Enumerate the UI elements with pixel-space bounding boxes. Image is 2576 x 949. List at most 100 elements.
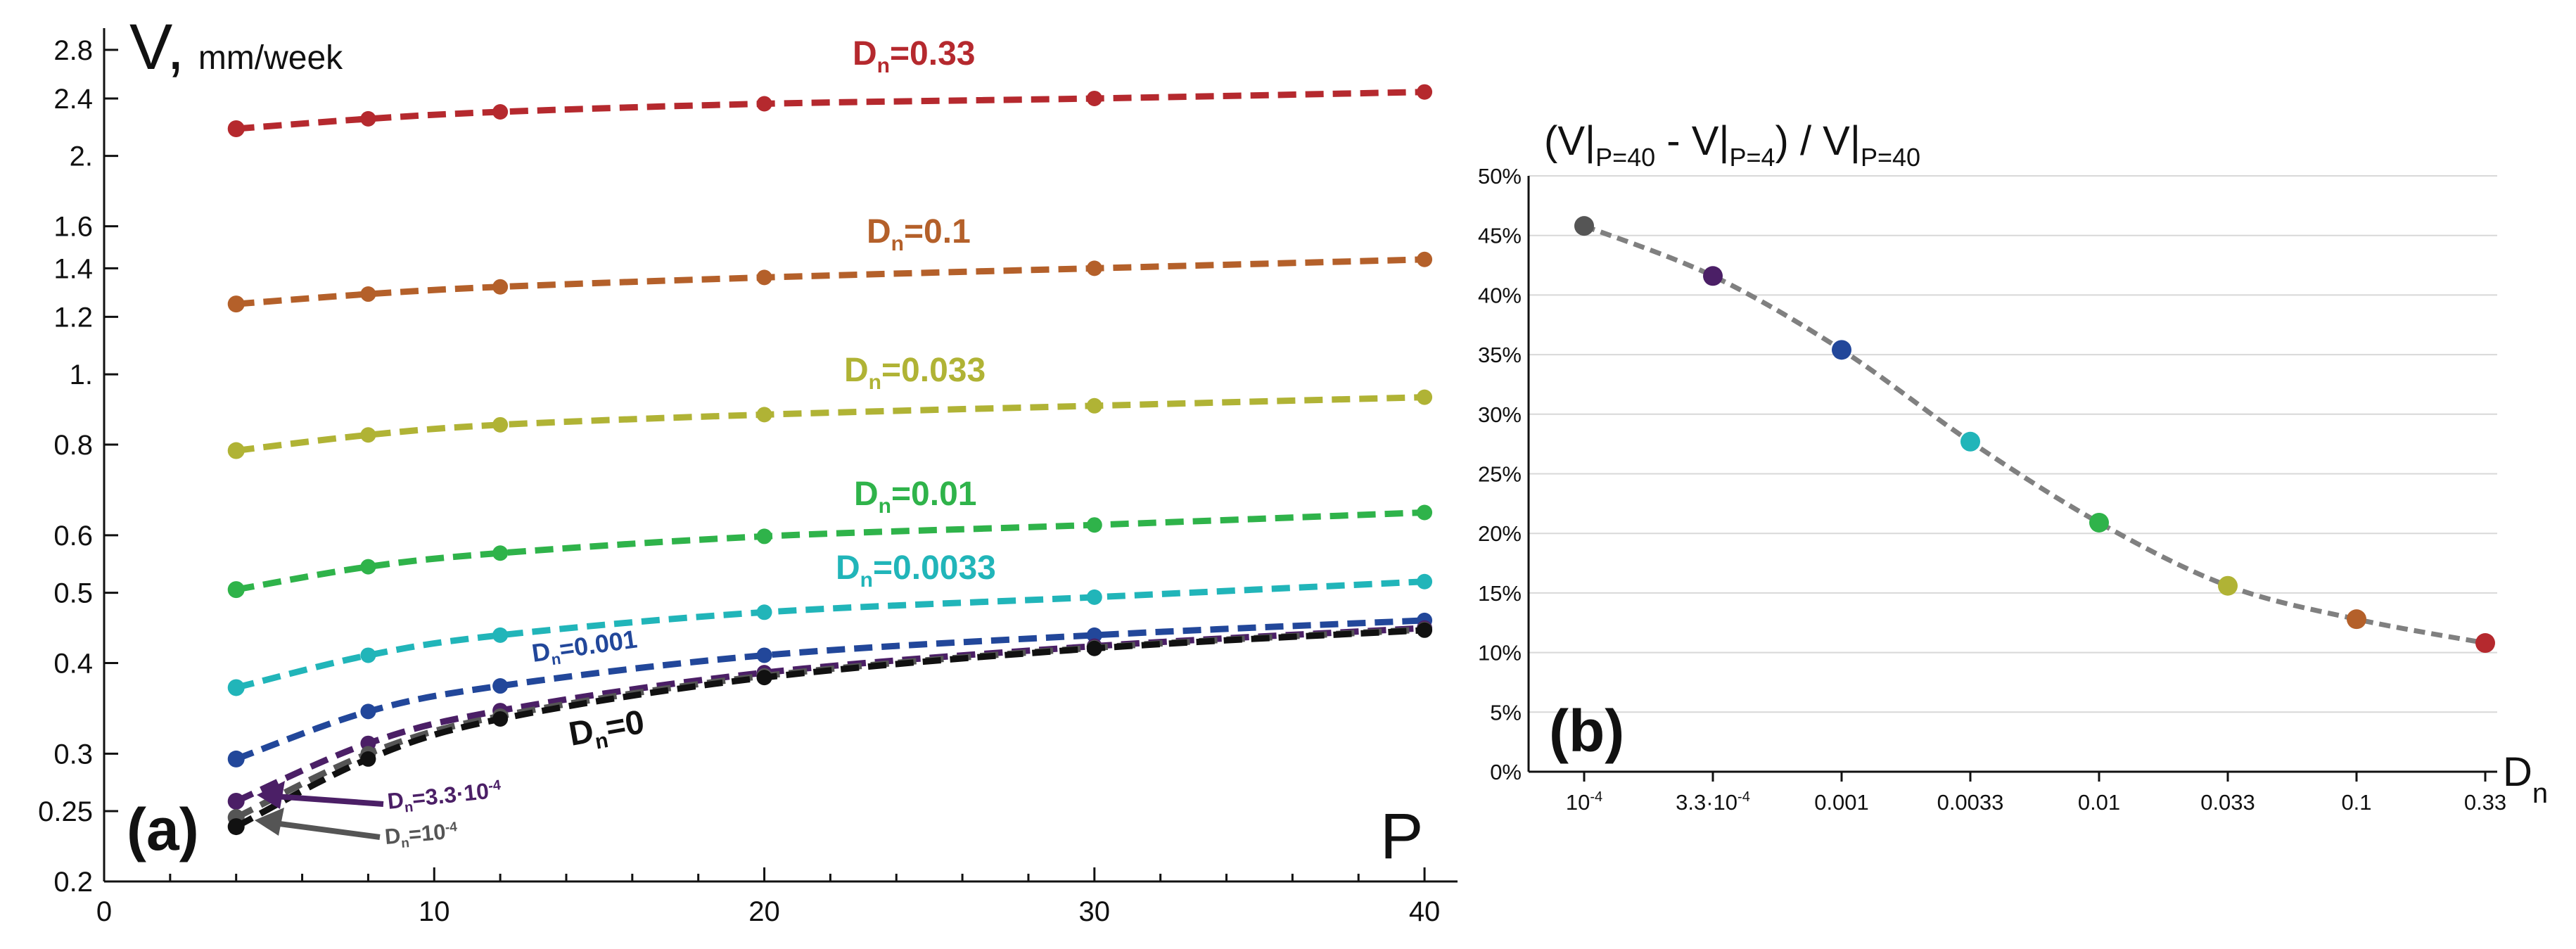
series-label-value: =10 bbox=[407, 820, 446, 847]
data-point bbox=[1086, 640, 1102, 656]
data-point bbox=[492, 711, 509, 727]
data-point bbox=[1417, 389, 1433, 405]
data-point bbox=[1086, 517, 1102, 533]
chart-panel-a: 0.2 0.25 0.3 0.4 0.5 0.6 0.8 1. 1.2 1.4 1.6 2. 2.4 2.… bbox=[38, 11, 1458, 927]
series-label-value: =0.033 bbox=[881, 352, 986, 389]
data-point bbox=[492, 279, 509, 295]
title-sub: P=40 bbox=[1595, 143, 1655, 172]
y-tick-label: 1.6 bbox=[53, 212, 93, 243]
chart-panel-b: 0%5%10%15%20%25%30%35%40%45%50%10-4 3.3·1… bbox=[1478, 118, 2548, 815]
series-label-base: D bbox=[530, 637, 551, 668]
series-label-sup: -4 bbox=[445, 820, 458, 835]
series-line-1 bbox=[236, 256, 1425, 307]
series-label-7: Dn=10-4 bbox=[384, 818, 459, 853]
series-line-4 bbox=[235, 578, 1425, 691]
series-label-2: Dn=0.033 bbox=[844, 352, 986, 394]
series-label-value: =0.01 bbox=[891, 476, 976, 513]
y-tick-label: 2. bbox=[70, 141, 93, 172]
series-label-sub: n bbox=[879, 495, 891, 518]
y-tick-label: 5% bbox=[1490, 700, 1522, 725]
data-point bbox=[756, 407, 772, 423]
data-point bbox=[492, 678, 509, 694]
series-label-value: =3.3·10 bbox=[411, 778, 490, 811]
data-point bbox=[756, 647, 772, 663]
series-label-base: D bbox=[853, 35, 877, 72]
series-label-sub: n bbox=[877, 54, 890, 77]
series-line-0 bbox=[236, 89, 1425, 132]
x-tick-label-sup: -4 bbox=[1737, 789, 1750, 805]
series-label-sub: n bbox=[594, 729, 611, 754]
data-point bbox=[360, 110, 376, 127]
x-tick-label: 40 bbox=[1409, 896, 1441, 927]
data-point bbox=[2089, 512, 2109, 533]
data-point bbox=[1574, 216, 1594, 236]
data-point bbox=[756, 528, 772, 544]
data-point bbox=[360, 751, 376, 767]
series-label-sub: n bbox=[404, 799, 414, 815]
data-point bbox=[360, 286, 376, 302]
y-tick-label: 25% bbox=[1478, 462, 1522, 487]
data-point bbox=[1086, 90, 1102, 106]
series-label-3: Dn=0.01 bbox=[854, 476, 976, 518]
data-point bbox=[756, 670, 772, 686]
panel-label-a: (a) bbox=[127, 796, 199, 862]
data-point bbox=[1703, 266, 1723, 286]
data-point bbox=[1086, 627, 1102, 643]
data-point bbox=[227, 818, 245, 836]
data-point bbox=[227, 750, 245, 768]
y-tick-label: 1.2 bbox=[53, 302, 93, 333]
x-axis-title-base: D bbox=[2503, 749, 2532, 795]
x-tick-label: 0.33 bbox=[2464, 790, 2506, 815]
series-label-4: Dn=0.0033 bbox=[836, 549, 996, 592]
y-tick-label: 30% bbox=[1478, 402, 1522, 427]
x-tick-label: 3.3·10-4 bbox=[1676, 789, 1750, 815]
data-point bbox=[227, 120, 245, 138]
data-point bbox=[1417, 622, 1433, 638]
series-label-0: Dn=0.33 bbox=[853, 35, 975, 77]
series-label-value: =0.33 bbox=[890, 35, 975, 72]
data-point bbox=[2218, 575, 2238, 596]
data-point bbox=[360, 703, 376, 720]
series-label-base: D bbox=[384, 823, 402, 849]
data-point bbox=[1417, 504, 1433, 521]
arrow-shaft-1e-4 bbox=[274, 820, 381, 840]
series-label-sup: -4 bbox=[487, 777, 502, 794]
title-sub: P=4 bbox=[1729, 143, 1775, 172]
series-line-3 bbox=[235, 509, 1425, 593]
x-tick-label-base: 0.033 bbox=[2200, 790, 2255, 815]
x-tick-label: 30 bbox=[1079, 896, 1111, 927]
data-point bbox=[227, 679, 245, 696]
title-part: - V| bbox=[1655, 118, 1729, 164]
series-label-base: D bbox=[867, 213, 891, 250]
arrow-head-3p3e-4 bbox=[257, 781, 285, 809]
data-point bbox=[1417, 573, 1433, 590]
series-label-value: =0 bbox=[603, 703, 647, 747]
y-tick-label: 0.4 bbox=[53, 649, 93, 680]
x-tick-label: 10-4 bbox=[1566, 789, 1602, 815]
x-tick-label: 0.033 bbox=[2200, 790, 2255, 815]
data-point bbox=[2347, 609, 2366, 630]
x-tick-label: 10 bbox=[419, 896, 450, 927]
series-label-base: D bbox=[854, 476, 879, 513]
series-label-value: =0.1 bbox=[904, 213, 971, 250]
y-tick-label: 10% bbox=[1478, 641, 1522, 665]
y-tick-label: 20% bbox=[1478, 521, 1522, 546]
x-tick-label: 0.0033 bbox=[1937, 790, 2004, 815]
x-tick-label-base: 0.33 bbox=[2464, 790, 2506, 815]
data-point bbox=[227, 442, 245, 459]
x-axis-title: P bbox=[1380, 801, 1423, 872]
data-point bbox=[360, 427, 376, 443]
data-point bbox=[360, 647, 376, 663]
y-tick-label: 0.6 bbox=[53, 521, 93, 552]
arrow-head-1e-4 bbox=[255, 808, 284, 836]
y-tick-label: 1. bbox=[70, 359, 93, 390]
data-point bbox=[360, 559, 376, 575]
x-tick-label: 0 bbox=[96, 896, 112, 927]
data-point bbox=[756, 269, 772, 286]
data-point bbox=[1417, 251, 1433, 267]
y-axis-title: V, mm/week bbox=[129, 11, 343, 83]
series-label-base: D bbox=[844, 352, 869, 389]
data-point bbox=[227, 295, 245, 313]
x-tick-label-base: 0.0033 bbox=[1937, 790, 2004, 815]
y-tick-label: 2.4 bbox=[53, 84, 93, 115]
